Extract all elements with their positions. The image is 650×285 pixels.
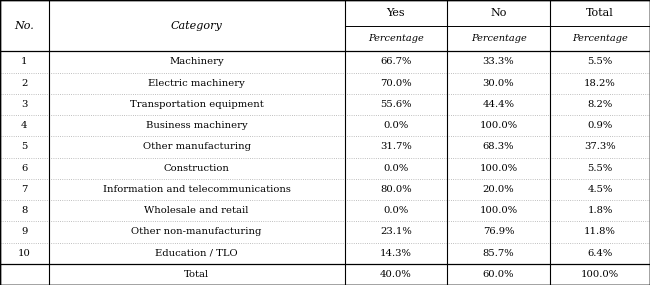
Text: 40.0%: 40.0% [380, 270, 411, 279]
Text: 4.5%: 4.5% [587, 185, 613, 194]
Text: 7: 7 [21, 185, 27, 194]
Text: 100.0%: 100.0% [480, 164, 517, 173]
Text: 80.0%: 80.0% [380, 185, 411, 194]
Text: 5: 5 [21, 142, 27, 151]
Text: Wholesale and retail: Wholesale and retail [144, 206, 249, 215]
Text: 68.3%: 68.3% [483, 142, 514, 151]
Text: 1: 1 [21, 57, 27, 66]
Text: 5.5%: 5.5% [588, 164, 612, 173]
Text: Category: Category [171, 21, 222, 31]
Text: 5.5%: 5.5% [588, 57, 612, 66]
Text: 33.3%: 33.3% [483, 57, 514, 66]
Text: 37.3%: 37.3% [584, 142, 616, 151]
Text: 2: 2 [21, 79, 27, 88]
Text: 0.0%: 0.0% [384, 121, 408, 130]
Text: 44.4%: 44.4% [482, 100, 515, 109]
Text: No: No [490, 8, 507, 18]
Text: 4: 4 [21, 121, 27, 130]
Text: 6: 6 [21, 164, 27, 173]
Text: Electric machinery: Electric machinery [148, 79, 245, 88]
Text: 18.2%: 18.2% [584, 79, 616, 88]
Text: Total: Total [184, 270, 209, 279]
Text: Machinery: Machinery [169, 57, 224, 66]
Text: 10: 10 [18, 249, 31, 258]
Text: Construction: Construction [164, 164, 229, 173]
Text: 100.0%: 100.0% [480, 121, 517, 130]
Text: Transportation equipment: Transportation equipment [130, 100, 263, 109]
Text: 6.4%: 6.4% [588, 249, 612, 258]
Text: Yes: Yes [387, 8, 405, 18]
Text: 8.2%: 8.2% [588, 100, 612, 109]
Text: Other manufacturing: Other manufacturing [142, 142, 251, 151]
Text: 76.9%: 76.9% [483, 227, 514, 236]
Text: Percentage: Percentage [368, 34, 424, 43]
Text: 9: 9 [21, 227, 27, 236]
Text: 55.6%: 55.6% [380, 100, 411, 109]
Text: 8: 8 [21, 206, 27, 215]
Text: 100.0%: 100.0% [480, 206, 517, 215]
Text: 0.9%: 0.9% [588, 121, 612, 130]
Text: Total: Total [586, 8, 614, 18]
Text: Percentage: Percentage [572, 34, 628, 43]
Text: Information and telecommunications: Information and telecommunications [103, 185, 291, 194]
Text: 100.0%: 100.0% [581, 270, 619, 279]
Text: Business machinery: Business machinery [146, 121, 248, 130]
Text: 85.7%: 85.7% [483, 249, 514, 258]
Text: 0.0%: 0.0% [384, 206, 408, 215]
Text: No.: No. [14, 21, 34, 31]
Text: 31.7%: 31.7% [380, 142, 411, 151]
Text: 0.0%: 0.0% [384, 164, 408, 173]
Text: 3: 3 [21, 100, 27, 109]
Text: 20.0%: 20.0% [483, 185, 514, 194]
Text: Other non-manufacturing: Other non-manufacturing [131, 227, 262, 236]
Text: 66.7%: 66.7% [380, 57, 411, 66]
Text: Education / TLO: Education / TLO [155, 249, 238, 258]
Text: 14.3%: 14.3% [380, 249, 412, 258]
Text: 1.8%: 1.8% [587, 206, 613, 215]
Text: 23.1%: 23.1% [380, 227, 411, 236]
Text: 30.0%: 30.0% [483, 79, 514, 88]
Text: Percentage: Percentage [471, 34, 526, 43]
Text: 60.0%: 60.0% [483, 270, 514, 279]
Text: 70.0%: 70.0% [380, 79, 411, 88]
Text: 11.8%: 11.8% [584, 227, 616, 236]
